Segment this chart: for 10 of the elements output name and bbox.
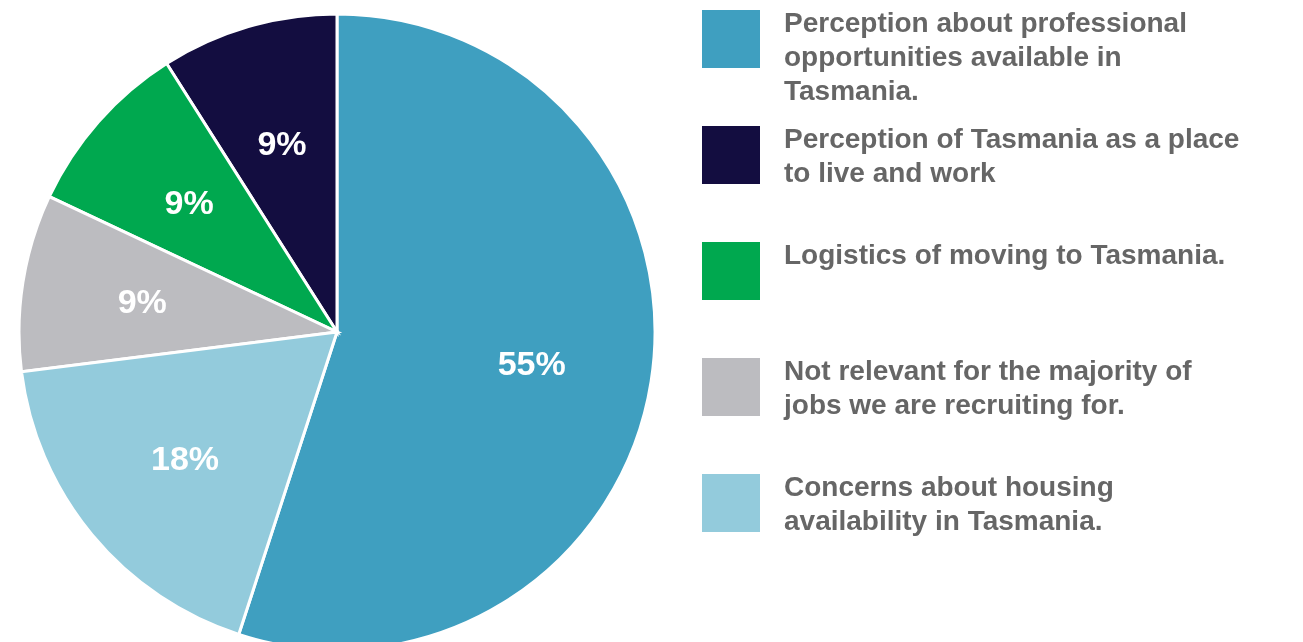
data-label: 9%: [257, 123, 307, 162]
legend-label: Not relevant for the majority of jobs we are recruiting for.: [784, 354, 1193, 422]
data-label: 55%: [497, 343, 566, 382]
data-label: 18%: [151, 438, 220, 477]
legend-label: Logistics of moving to Tasmania.: [784, 238, 1227, 272]
data-label: 9%: [164, 182, 214, 221]
data-label: 9%: [117, 282, 167, 321]
legend-label: Perception of Tasmania as a place to live and work: [784, 122, 1241, 190]
legend-label: Perception about professional opportunities available in Tasmania.: [784, 6, 1188, 108]
legend-label: Concerns about housing availability in Tasmania.: [784, 470, 1115, 538]
